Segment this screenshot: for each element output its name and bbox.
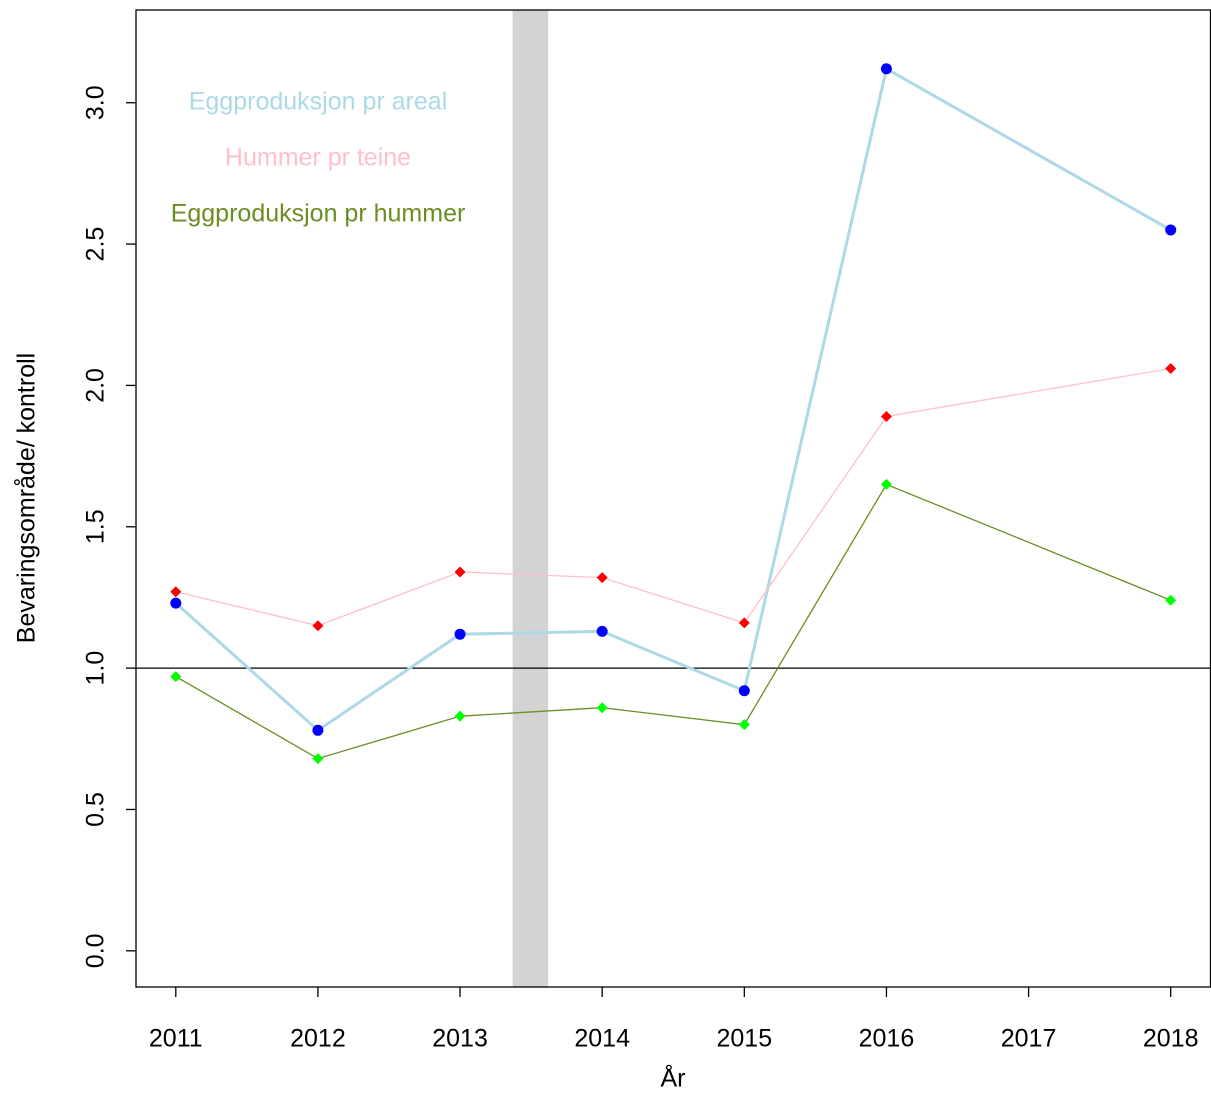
data-point xyxy=(454,566,466,578)
data-point xyxy=(596,625,608,637)
x-tick-label: 2011 xyxy=(149,1025,203,1053)
series-line xyxy=(175,367,1171,627)
x-tick-label: 2017 xyxy=(1001,1025,1057,1053)
data-point xyxy=(1165,362,1177,374)
legend-label: Eggproduksjon pr areal xyxy=(189,88,448,116)
data-point xyxy=(1165,224,1177,236)
data-point xyxy=(1165,594,1177,606)
data-point xyxy=(312,753,324,765)
data-point xyxy=(738,719,750,731)
y-tick-label: 3.0 xyxy=(82,85,110,120)
x-tick-label: 2013 xyxy=(432,1025,488,1053)
x-axis-label: År xyxy=(661,1063,686,1093)
y-tick-label: 2.0 xyxy=(82,368,110,403)
data-point xyxy=(454,628,466,640)
data-point xyxy=(312,724,324,736)
x-tick-label: 2014 xyxy=(574,1025,630,1053)
data-point xyxy=(596,702,608,714)
data-point xyxy=(596,572,608,584)
y-tick-label: 1.0 xyxy=(82,651,110,686)
data-point xyxy=(170,597,182,609)
data-point xyxy=(880,63,892,75)
data-point xyxy=(880,478,892,490)
data-point xyxy=(738,685,750,697)
y-tick-label: 2.5 xyxy=(82,227,110,262)
data-point xyxy=(312,620,324,632)
x-tick-label: 2015 xyxy=(717,1025,773,1053)
series-line xyxy=(175,483,1171,760)
data-point xyxy=(738,617,750,629)
data-point xyxy=(170,586,182,598)
data-point xyxy=(170,671,182,683)
x-tick-label: 2016 xyxy=(859,1025,915,1053)
y-axis-label: Bevaringsområde/ kontroll xyxy=(13,353,41,643)
data-point xyxy=(454,710,466,722)
data-point xyxy=(880,411,892,423)
y-tick-label: 0.0 xyxy=(82,933,110,968)
x-tick-label: 2012 xyxy=(290,1025,346,1053)
x-tick-label: 2018 xyxy=(1143,1025,1199,1053)
y-tick-label: 1.5 xyxy=(82,509,110,544)
shaded-band xyxy=(512,10,549,987)
legend-label: Eggproduksjon pr hummer xyxy=(171,200,466,228)
y-tick-label: 0.5 xyxy=(82,792,110,827)
legend-label: Hummer pr teine xyxy=(225,144,411,172)
